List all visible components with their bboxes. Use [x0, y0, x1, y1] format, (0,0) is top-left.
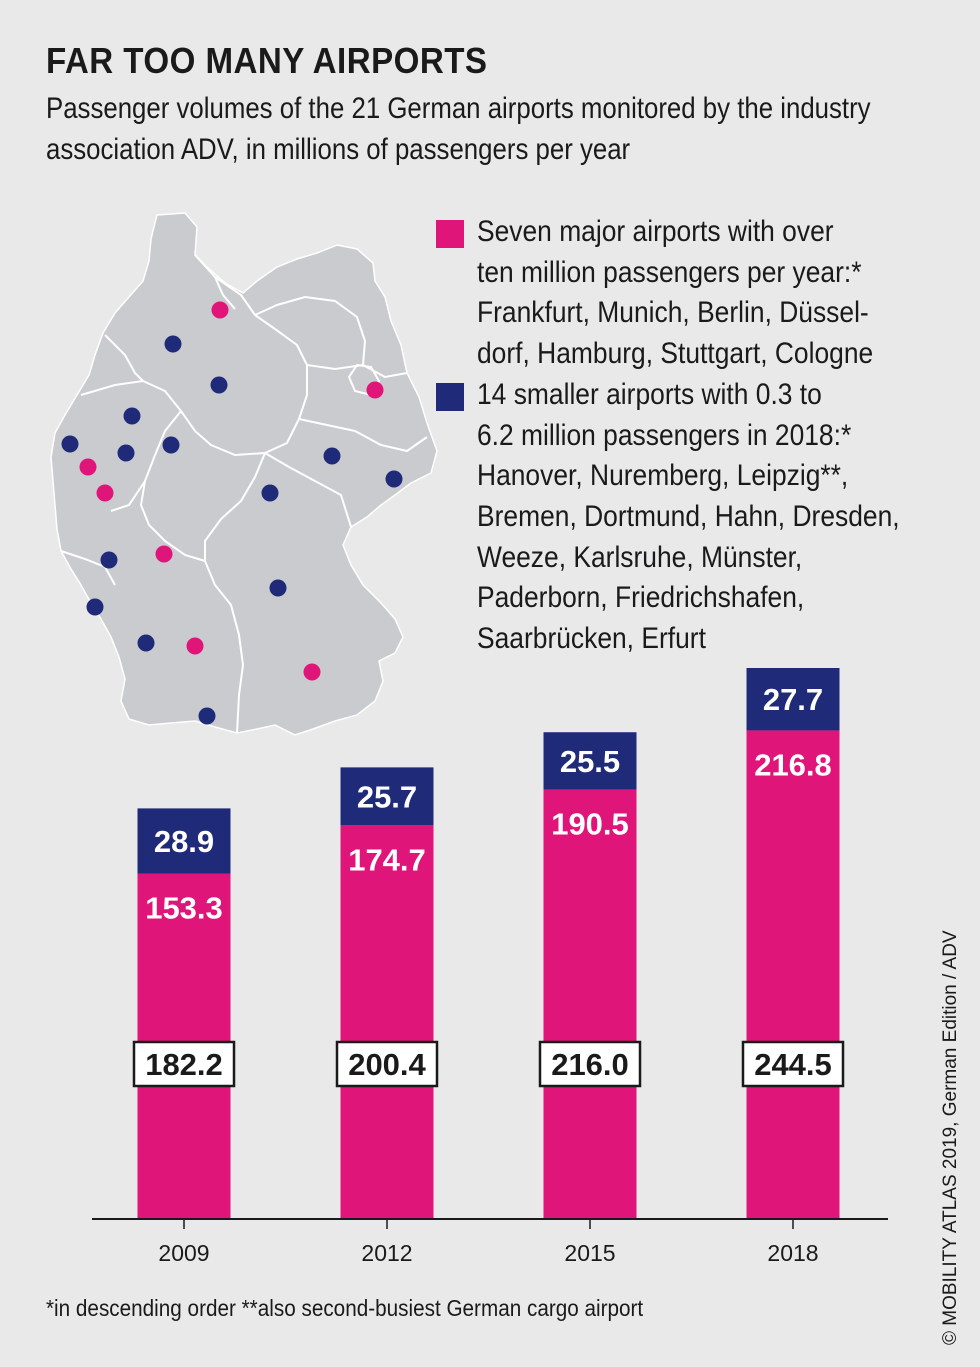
airport-dot-smaller: [164, 335, 182, 353]
legend-text: Saarbrücken, Erfurt: [477, 622, 706, 656]
total-box: [335, 1040, 439, 1088]
x-tick-label: 2015: [564, 1240, 615, 1266]
legend-text: dorf, Hamburg, Stuttgart, Cologne: [477, 337, 874, 371]
state-borders: [60, 254, 428, 734]
data-label-smaller: 25.5: [560, 744, 620, 779]
airport-dot-smaller: [117, 444, 135, 462]
bar-smaller: [137, 808, 231, 874]
airport-dot-major: [211, 301, 229, 319]
legend: Seven major airports with over ten milli…: [436, 212, 957, 660]
x-tick-label: 2009: [158, 1240, 209, 1266]
total-label: 200.4: [348, 1047, 426, 1082]
airport-dot-smaller: [269, 579, 287, 597]
subtitle: Passenger volumes of the 21 German airpo…: [46, 88, 871, 170]
legend-text: 14 smaller airports with 0.3 to: [477, 377, 822, 411]
germany-outline: [50, 212, 438, 736]
data-label-major: 153.3: [145, 891, 223, 926]
x-tick-label: 2012: [361, 1240, 412, 1266]
legend-text: Paderborn, Friedrichshafen,: [477, 581, 805, 615]
subtitle-line: Passenger volumes of the 21 German airpo…: [46, 92, 871, 125]
legend-text: Frankfurt, Munich, Berlin, Düssel-: [477, 296, 869, 330]
data-label-major: 174.7: [348, 842, 426, 877]
legend-swatch-major: [436, 220, 464, 248]
footnote: *in descending order **also second-busie…: [46, 1295, 644, 1321]
airport-dot-major: [155, 545, 173, 563]
airport-dot-smaller: [323, 447, 341, 465]
total-label: 244.5: [754, 1047, 832, 1082]
page-title: FAR TOO MANY AIRPORTS: [46, 40, 488, 81]
legend-item-smaller: 14 smaller airports with 0.3 to 6.2 mill…: [436, 375, 957, 660]
airport-dot-major: [186, 637, 204, 655]
bar-major: [746, 730, 840, 1219]
data-label-major: 190.5: [551, 807, 629, 842]
legend-item-major: Seven major airports with over ten milli…: [436, 212, 957, 375]
legend-text: ten million passengers per year:*: [477, 255, 862, 289]
airport-dot-smaller: [162, 436, 180, 454]
x-tick-label: 2018: [767, 1240, 818, 1266]
data-label-major: 216.8: [754, 747, 832, 782]
bar-major: [340, 825, 434, 1219]
legend-swatch-smaller: [436, 382, 464, 411]
airport-dot-smaller: [210, 376, 228, 394]
total-label: 216.0: [551, 1047, 629, 1082]
airport-dot-major: [303, 663, 321, 681]
bar-smaller: [543, 732, 637, 790]
data-label-smaller: 28.9: [154, 824, 214, 859]
total-box: [132, 1040, 236, 1088]
airport-dot-smaller: [261, 484, 279, 502]
airport-dot-smaller: [123, 407, 141, 425]
airport-dot-smaller: [61, 435, 79, 453]
legend-text: Bremen, Dortmund, Hahn, Dresden,: [477, 499, 900, 533]
airport-dot-smaller: [137, 634, 155, 652]
legend-text: Hanover, Nuremberg, Leipzig**,: [477, 459, 849, 493]
legend-text: 6.2 million passengers in 2018:*: [477, 418, 852, 452]
airport-dot-major: [366, 381, 384, 399]
data-label-smaller: 25.7: [357, 779, 417, 814]
data-label-smaller: 27.7: [763, 682, 823, 717]
total-label: 182.2: [145, 1047, 223, 1082]
credit: © MOBILITY ATLAS 2019, German Edition / …: [940, 930, 961, 1345]
airport-dot-smaller: [100, 551, 118, 569]
airport-dot-major: [96, 484, 114, 502]
bar-major: [543, 789, 637, 1219]
total-box: [741, 1040, 845, 1088]
airport-dot-smaller: [86, 598, 104, 616]
legend-text: Seven major airports with over: [477, 215, 834, 248]
legend-text: Weeze, Karlsruhe, Münster,: [477, 540, 803, 574]
bar-smaller: [746, 668, 840, 731]
subtitle-line: association ADV, in millions of passenge…: [46, 133, 631, 166]
total-box: [538, 1040, 642, 1088]
airport-dot-smaller: [198, 707, 216, 725]
bar-smaller: [340, 767, 434, 826]
airport-dot-smaller: [385, 470, 403, 488]
airport-dots: [61, 301, 403, 725]
germany-map-icon: [50, 212, 438, 736]
airport-dot-major: [79, 458, 97, 476]
